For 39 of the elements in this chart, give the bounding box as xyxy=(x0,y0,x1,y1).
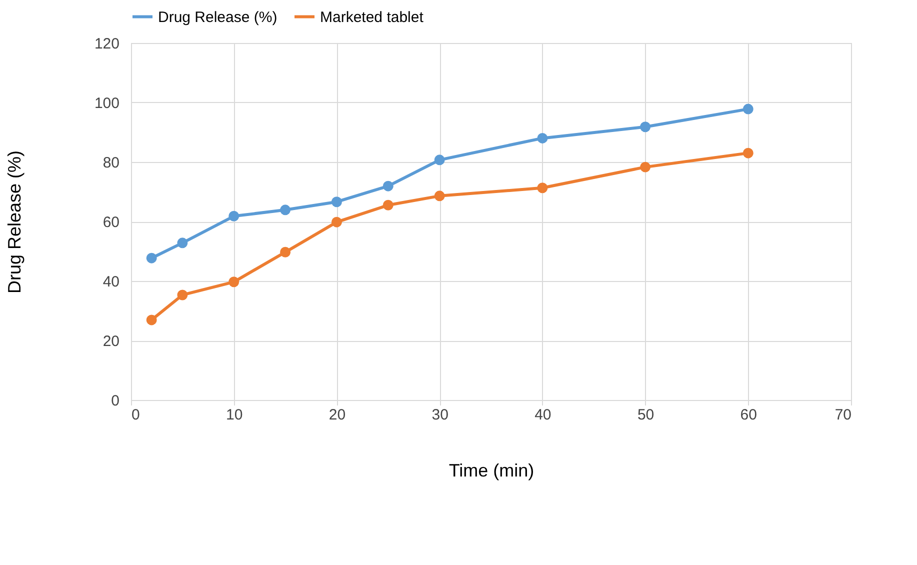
x-tick-label: 0 xyxy=(132,406,140,424)
point xyxy=(177,290,188,300)
x-tick-label: 70 xyxy=(834,406,852,424)
legend-label: Marketed tablet xyxy=(320,8,424,26)
point xyxy=(146,314,157,326)
point xyxy=(146,252,157,264)
point xyxy=(228,210,240,222)
point xyxy=(434,154,445,166)
x-tick-label: 40 xyxy=(534,406,552,424)
x-tick-label: 50 xyxy=(637,406,654,424)
point xyxy=(228,276,240,288)
x-axis-title: Time (min) xyxy=(448,460,534,480)
point xyxy=(177,238,188,248)
point xyxy=(640,122,651,132)
y-tick-label: 120 xyxy=(94,36,120,52)
point xyxy=(331,216,342,228)
point xyxy=(382,180,394,192)
point xyxy=(382,200,394,210)
point xyxy=(280,246,291,258)
point xyxy=(640,162,651,172)
y-tick-label: 60 xyxy=(102,214,120,231)
point xyxy=(331,196,342,208)
y-tick-label: 80 xyxy=(102,154,120,172)
legend-label: Drug Release (%) xyxy=(158,8,278,26)
point xyxy=(280,204,291,216)
y-tick-label: 20 xyxy=(102,333,120,350)
x-tick-label: 60 xyxy=(740,406,757,424)
y-axis-title: Drug Release (%) xyxy=(4,150,24,294)
point xyxy=(742,148,754,158)
x-tick-label: 20 xyxy=(328,406,346,424)
y-tick-label: 0 xyxy=(111,392,120,410)
point xyxy=(537,132,548,144)
y-tick-label: 40 xyxy=(102,274,120,290)
x-tick-label: 10 xyxy=(226,406,243,424)
point xyxy=(434,190,445,202)
y-tick-label: 100 xyxy=(94,95,120,112)
point xyxy=(537,182,548,194)
x-tick-label: 30 xyxy=(432,406,448,424)
point xyxy=(742,104,754,114)
